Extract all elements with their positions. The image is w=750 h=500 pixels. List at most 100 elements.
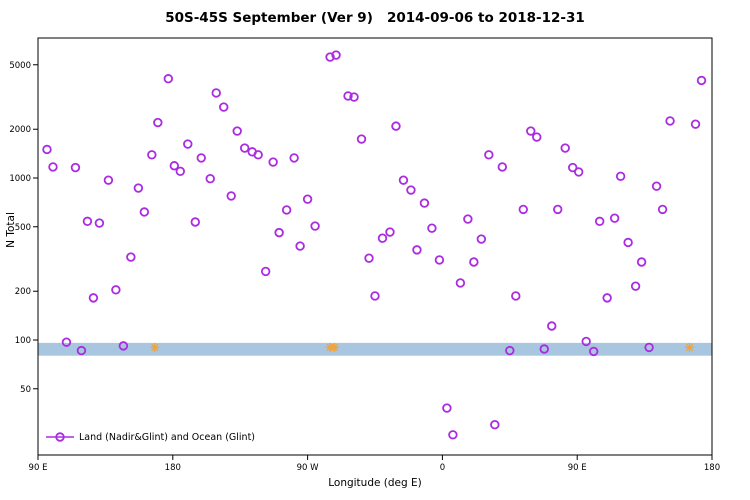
data-point: [518, 204, 528, 215]
y-tick-label: 1000: [9, 174, 31, 184]
asterisk-marker: [151, 343, 159, 352]
data-point: [133, 183, 144, 193]
data-point: [111, 285, 121, 295]
data-point: [448, 430, 458, 440]
data-point: [553, 204, 563, 215]
data-point: [76, 345, 87, 356]
x-tick-label: 90 W: [297, 463, 320, 473]
data-point: [219, 102, 229, 112]
data-point: [385, 227, 395, 237]
data-point: [463, 214, 473, 224]
data-point: [126, 252, 136, 262]
data-point: [239, 143, 250, 153]
data-point: [289, 153, 299, 163]
data-point: [48, 162, 58, 172]
data-point: [147, 150, 157, 160]
data-point: [490, 420, 500, 430]
data-point: [153, 117, 163, 128]
data-point: [310, 221, 320, 231]
data-point: [419, 198, 430, 208]
data-point: [665, 116, 675, 126]
data-point: [636, 257, 647, 267]
y-axis-label: N Total: [5, 212, 17, 248]
data-point: [349, 92, 359, 102]
x-axis-label: Longitude (deg E): [328, 477, 422, 489]
data-point: [70, 162, 81, 173]
y-tick-label: 200: [15, 287, 31, 297]
data-point: [88, 293, 99, 303]
data-point: [268, 157, 278, 167]
data-point: [623, 237, 633, 248]
y-tick-label: 100: [15, 336, 31, 346]
data-point: [139, 207, 150, 217]
data-point: [469, 257, 479, 267]
data-point: [398, 175, 409, 185]
asterisk-marker: [330, 343, 339, 352]
data-point: [196, 153, 206, 163]
x-tick-label: 90 E: [568, 463, 587, 473]
data-point: [364, 253, 374, 263]
data-point: [406, 185, 416, 195]
y-axis: 50 100 200 500 1000 2000 5000: [9, 61, 38, 395]
data-point: [325, 52, 335, 62]
data-point: [539, 344, 549, 354]
data-point: [211, 88, 221, 98]
data-point: [232, 126, 242, 136]
data-point: [594, 216, 605, 227]
data-point: [103, 175, 114, 185]
data-point: [511, 291, 521, 301]
data-point: [609, 213, 620, 223]
data-point: [581, 336, 591, 347]
data-point: [370, 291, 380, 301]
data-point: [602, 293, 612, 303]
series-open-circle: [42, 50, 707, 440]
x-tick-label: 180: [165, 463, 181, 473]
data-point: [175, 166, 185, 176]
chart-title: 50S-45S September (Ver 9) 2014-09-06 to …: [165, 10, 585, 26]
data-point: [434, 255, 445, 265]
data-point: [526, 126, 536, 136]
data-point: [615, 171, 626, 181]
data-point: [391, 121, 401, 131]
data-point: [61, 337, 72, 347]
data-point: [455, 278, 466, 288]
asterisk-marker: [685, 343, 694, 352]
data-point: [427, 223, 437, 233]
data-point: [226, 191, 236, 201]
data-point: [573, 167, 584, 177]
data-point: [281, 205, 292, 215]
data-point: [644, 342, 654, 353]
data-point: [505, 345, 515, 356]
data-point: [442, 403, 452, 413]
x-tick-label: 90 E: [29, 463, 48, 473]
data-point: [657, 204, 668, 215]
y-tick-label: 5000: [9, 61, 31, 71]
data-point: [547, 321, 557, 331]
data-point: [82, 216, 93, 227]
data-point: [205, 174, 215, 184]
highlight-band: [38, 342, 712, 356]
data-point: [118, 341, 129, 351]
legend-marker: [46, 432, 74, 442]
data-point: [651, 181, 662, 191]
data-point: [274, 227, 284, 238]
data-point: [169, 161, 179, 171]
data-point: [497, 162, 508, 172]
data-point: [412, 245, 422, 255]
x-tick-label: 0: [440, 463, 445, 473]
data-point: [630, 281, 641, 291]
data-point: [532, 132, 542, 142]
data-point: [260, 266, 271, 277]
data-point: [343, 91, 353, 101]
data-point: [568, 162, 578, 173]
x-axis: 90 E 180 90 W 0 90 E 180: [29, 455, 720, 473]
data-point: [302, 194, 313, 204]
data-point: [295, 241, 305, 251]
data-point: [42, 144, 52, 155]
data-point: [484, 150, 494, 160]
data-point: [356, 134, 367, 144]
data-point: [94, 218, 105, 228]
data-point: [560, 143, 570, 153]
